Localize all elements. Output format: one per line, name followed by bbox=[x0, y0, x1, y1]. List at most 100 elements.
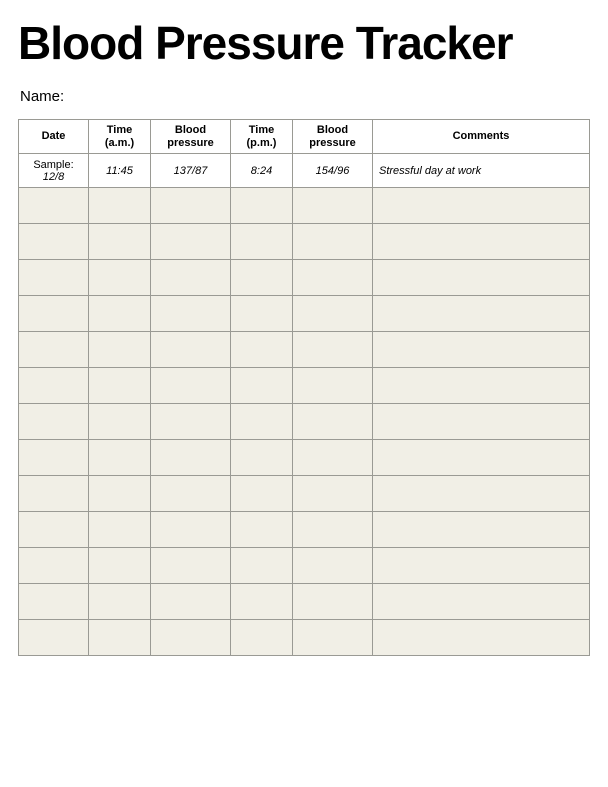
sample-time-pm: 8:24 bbox=[231, 154, 293, 188]
sample-bp-pm: 154/96 bbox=[293, 154, 373, 188]
sample-time-am: 11:45 bbox=[89, 154, 151, 188]
empty-cell bbox=[293, 296, 373, 332]
sample-bp-am: 137/87 bbox=[151, 154, 231, 188]
empty-cell bbox=[373, 584, 590, 620]
table-row bbox=[19, 404, 590, 440]
empty-cell bbox=[373, 440, 590, 476]
sample-date: 12/8 bbox=[22, 171, 85, 183]
empty-cell bbox=[19, 296, 89, 332]
empty-cell bbox=[293, 368, 373, 404]
empty-cell bbox=[231, 260, 293, 296]
empty-cell bbox=[373, 332, 590, 368]
empty-cell bbox=[293, 224, 373, 260]
empty-cell bbox=[231, 620, 293, 656]
empty-cell bbox=[151, 332, 231, 368]
empty-cell bbox=[231, 512, 293, 548]
empty-cell bbox=[293, 332, 373, 368]
empty-cell bbox=[89, 332, 151, 368]
table-row bbox=[19, 260, 590, 296]
empty-cell bbox=[151, 512, 231, 548]
empty-cell bbox=[151, 224, 231, 260]
empty-cell bbox=[89, 476, 151, 512]
page-title: Blood Pressure Tracker bbox=[18, 20, 590, 66]
col-header-time-pm: Time (p.m.) bbox=[231, 120, 293, 154]
table-row bbox=[19, 296, 590, 332]
table-row bbox=[19, 332, 590, 368]
empty-cell bbox=[19, 512, 89, 548]
empty-cell bbox=[19, 404, 89, 440]
empty-cell bbox=[293, 440, 373, 476]
empty-cell bbox=[151, 620, 231, 656]
empty-cell bbox=[89, 584, 151, 620]
empty-cell bbox=[373, 296, 590, 332]
table-row bbox=[19, 224, 590, 260]
table-header-row: Date Time (a.m.) Blood pressure Time (p.… bbox=[19, 120, 590, 154]
empty-cell bbox=[231, 224, 293, 260]
empty-cell bbox=[231, 584, 293, 620]
empty-cell bbox=[373, 404, 590, 440]
bp-table: Date Time (a.m.) Blood pressure Time (p.… bbox=[18, 119, 590, 656]
empty-cell bbox=[151, 404, 231, 440]
col-header-date: Date bbox=[19, 120, 89, 154]
empty-cell bbox=[293, 188, 373, 224]
empty-cell bbox=[231, 332, 293, 368]
empty-cell bbox=[151, 548, 231, 584]
col-header-bp-pm: Blood pressure bbox=[293, 120, 373, 154]
empty-cell bbox=[293, 404, 373, 440]
empty-cell bbox=[19, 584, 89, 620]
empty-cell bbox=[89, 368, 151, 404]
empty-cell bbox=[373, 512, 590, 548]
table-row bbox=[19, 188, 590, 224]
empty-cell bbox=[151, 296, 231, 332]
sample-label: Sample: bbox=[22, 159, 85, 171]
table-row bbox=[19, 512, 590, 548]
col-header-comments: Comments bbox=[373, 120, 590, 154]
empty-cell bbox=[151, 260, 231, 296]
empty-cell bbox=[231, 296, 293, 332]
sample-date-cell: Sample: 12/8 bbox=[19, 154, 89, 188]
table-row bbox=[19, 440, 590, 476]
empty-cell bbox=[151, 440, 231, 476]
col-header-time-am: Time (a.m.) bbox=[89, 120, 151, 154]
empty-cell bbox=[231, 548, 293, 584]
empty-cell bbox=[19, 548, 89, 584]
name-label: Name: bbox=[18, 88, 590, 105]
empty-cell bbox=[231, 440, 293, 476]
empty-cell bbox=[19, 332, 89, 368]
empty-cell bbox=[19, 188, 89, 224]
empty-cell bbox=[151, 476, 231, 512]
empty-cell bbox=[373, 548, 590, 584]
empty-cell bbox=[293, 260, 373, 296]
empty-cell bbox=[373, 620, 590, 656]
empty-cell bbox=[19, 440, 89, 476]
empty-cell bbox=[89, 548, 151, 584]
table-row bbox=[19, 476, 590, 512]
empty-cell bbox=[19, 224, 89, 260]
empty-cell bbox=[89, 404, 151, 440]
empty-cell bbox=[373, 224, 590, 260]
table-row bbox=[19, 584, 590, 620]
empty-cell bbox=[231, 476, 293, 512]
empty-cell bbox=[151, 584, 231, 620]
empty-cell bbox=[231, 404, 293, 440]
empty-cell bbox=[19, 368, 89, 404]
table-row bbox=[19, 548, 590, 584]
empty-cell bbox=[19, 476, 89, 512]
empty-cell bbox=[19, 260, 89, 296]
sample-row: Sample: 12/8 11:45 137/87 8:24 154/96 St… bbox=[19, 154, 590, 188]
empty-cell bbox=[293, 512, 373, 548]
sample-comments: Stressful day at work bbox=[373, 154, 590, 188]
empty-cell bbox=[89, 224, 151, 260]
empty-cell bbox=[231, 368, 293, 404]
empty-cell bbox=[89, 296, 151, 332]
empty-cell bbox=[293, 620, 373, 656]
empty-cell bbox=[373, 188, 590, 224]
empty-cell bbox=[293, 476, 373, 512]
empty-cell bbox=[373, 260, 590, 296]
table-row bbox=[19, 620, 590, 656]
empty-cell bbox=[373, 476, 590, 512]
table-row bbox=[19, 368, 590, 404]
empty-cell bbox=[293, 548, 373, 584]
empty-cell bbox=[19, 620, 89, 656]
empty-cell bbox=[293, 584, 373, 620]
